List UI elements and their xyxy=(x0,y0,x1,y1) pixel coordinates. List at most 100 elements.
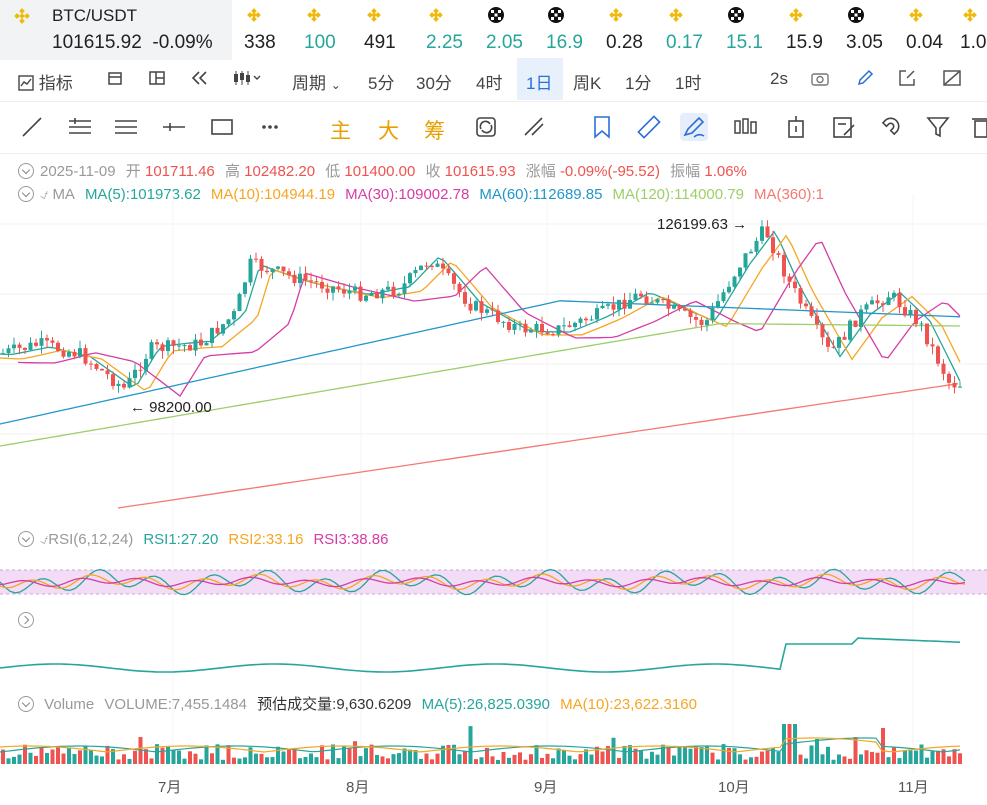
volume-bar xyxy=(457,754,462,764)
volume-bar xyxy=(490,756,495,764)
volume-bar xyxy=(617,757,621,764)
candle-body xyxy=(364,295,368,301)
legend-item: RSI3:38.86 xyxy=(313,531,389,548)
ticker-item[interactable]: 0.28 xyxy=(594,0,650,60)
volume-bar xyxy=(749,757,753,764)
volume-bar xyxy=(573,759,577,764)
brush-icon[interactable] xyxy=(680,113,708,141)
pair-summary[interactable]: BTC/USDT 101615.92 -0.09% xyxy=(0,0,232,60)
main-indicator-toggle[interactable]: 主 xyxy=(330,120,351,143)
candle-body xyxy=(232,311,236,320)
candle-body xyxy=(765,226,770,238)
ticker-value: 338 xyxy=(244,32,276,53)
volume-bar xyxy=(463,750,467,764)
sync-icon[interactable] xyxy=(472,113,500,141)
volume-bar xyxy=(776,751,781,764)
ruler-icon[interactable] xyxy=(636,113,664,141)
candle-body xyxy=(309,280,313,282)
ticker-item[interactable]: 1.02 xyxy=(948,0,987,60)
candle-body xyxy=(617,299,621,310)
volume-bar xyxy=(270,757,275,764)
bell-icon[interactable]: ⍻ xyxy=(40,186,49,203)
ticker-value: 1.02 xyxy=(960,32,987,53)
trash-icon[interactable] xyxy=(970,113,987,141)
measure-icon[interactable] xyxy=(520,113,548,141)
refresh-rate[interactable]: 2s xyxy=(770,69,788,88)
popout-icon[interactable] xyxy=(898,69,916,92)
compare-icon[interactable] xyxy=(942,69,962,92)
ticker-item[interactable]: 15.1 xyxy=(714,0,770,60)
indicator-collapse[interactable] xyxy=(18,612,40,629)
candle-body xyxy=(941,363,946,374)
bookmark-icon[interactable] xyxy=(588,113,616,141)
camera-icon[interactable] xyxy=(810,69,830,92)
candle-body xyxy=(567,325,572,328)
volume-bar xyxy=(17,754,22,764)
ticker-item[interactable]: 338 xyxy=(232,0,288,60)
kline-chart[interactable] xyxy=(0,154,987,776)
layout-icon[interactable] xyxy=(148,69,166,92)
chart-style-dropdown[interactable] xyxy=(232,69,262,92)
candle-body xyxy=(606,304,610,306)
indicator-button[interactable]: 指标 xyxy=(18,69,73,94)
volume-bar xyxy=(958,753,962,764)
period-dropdown[interactable]: 周期 ⌄ xyxy=(292,74,341,93)
interval-1w[interactable]: 周K xyxy=(573,74,602,93)
chevron-down-icon[interactable] xyxy=(18,186,34,202)
volume-bar xyxy=(837,754,841,764)
candle-body xyxy=(248,258,253,283)
magnet-icon[interactable] xyxy=(876,113,904,141)
more-icon[interactable] xyxy=(256,113,284,141)
interval-1min[interactable]: 1分 xyxy=(625,74,652,93)
ticker-item[interactable]: 491 xyxy=(352,0,408,60)
position-icon[interactable] xyxy=(782,113,810,141)
ticker-item[interactable]: 15.9 xyxy=(774,0,830,60)
chevron-down-icon[interactable] xyxy=(18,696,34,712)
volume-bar xyxy=(859,754,863,764)
rectangle-icon[interactable] xyxy=(208,113,236,141)
ticker-item[interactable]: 2.25 xyxy=(414,0,470,60)
ticker-item[interactable]: 0.17 xyxy=(654,0,710,60)
ticker-item[interactable]: 16.9 xyxy=(534,0,590,60)
candle-type-icon[interactable] xyxy=(106,69,124,92)
volume-bar xyxy=(650,751,654,764)
horizontal-line-icon[interactable] xyxy=(160,113,188,141)
interval-1h[interactable]: 1时 xyxy=(675,74,702,93)
chevron-right-icon[interactable] xyxy=(18,612,34,628)
ticker-item[interactable]: 0.04 xyxy=(894,0,950,60)
candle-pattern-icon[interactable] xyxy=(732,113,760,141)
filter-icon[interactable] xyxy=(924,113,952,141)
bell-icon[interactable]: ⍻ xyxy=(40,531,49,548)
chevron-down-icon[interactable] xyxy=(18,531,34,547)
candle-body xyxy=(523,323,528,333)
volume-bar xyxy=(160,747,165,764)
rewind-icon[interactable] xyxy=(190,69,210,92)
volume-bar xyxy=(529,754,533,764)
volume-bar xyxy=(496,759,500,764)
candle-body xyxy=(534,323,539,331)
volume-bar xyxy=(556,748,561,764)
chevron-down-icon[interactable] xyxy=(18,163,34,179)
pencil-icon[interactable] xyxy=(856,69,874,92)
candle-body xyxy=(881,303,885,305)
interval-4h[interactable]: 4时 xyxy=(476,74,503,93)
note-icon[interactable] xyxy=(830,113,858,141)
ticker-item[interactable]: 100 xyxy=(292,0,348,60)
trend-line-icon[interactable] xyxy=(18,113,46,141)
volume-bar xyxy=(600,751,605,764)
volume-bar xyxy=(94,755,99,764)
candle-body xyxy=(138,369,143,371)
ticker-item[interactable]: 2.05 xyxy=(474,0,530,60)
interval-5m[interactable]: 5分 xyxy=(368,74,395,93)
ticker-item[interactable]: 3.05 xyxy=(834,0,890,60)
volume-bar xyxy=(683,746,687,764)
chip-distribution-toggle[interactable]: 筹 xyxy=(424,120,445,143)
large-order-toggle[interactable]: 大 xyxy=(378,120,399,143)
interval-1d[interactable]: 1日 xyxy=(526,74,553,93)
interval-30m[interactable]: 30分 xyxy=(416,74,452,93)
volume-bar xyxy=(754,756,759,764)
horizontal-ray-icon[interactable] xyxy=(66,113,94,141)
volume-bar xyxy=(391,754,396,764)
parallel-channel-icon[interactable] xyxy=(112,113,140,141)
candle-body xyxy=(705,320,709,326)
